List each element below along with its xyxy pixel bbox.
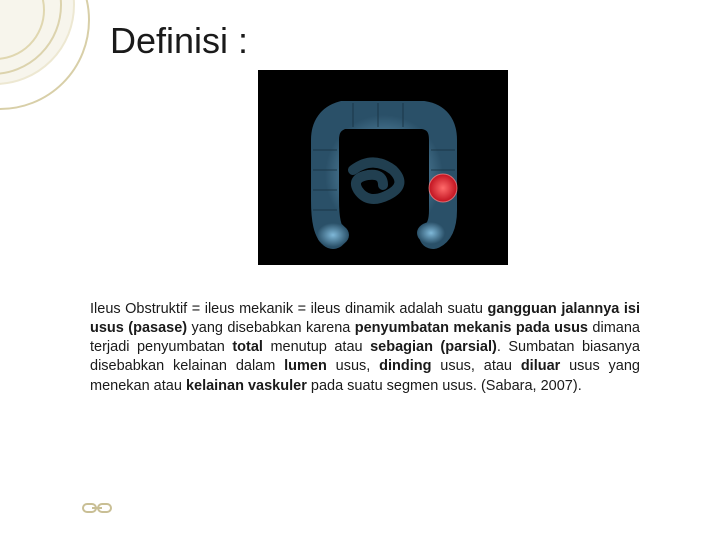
text-run: yang disebabkan karena	[187, 320, 355, 336]
chain-icon	[82, 498, 112, 518]
text-bold: kelainan vaskuler	[186, 378, 307, 394]
definition-paragraph: Ileus Obstruktif = ileus mekanik = ileus…	[90, 300, 640, 396]
text-bold: sebagian (parsial)	[370, 339, 497, 355]
text-run: menutup atau	[263, 339, 370, 355]
text-bold: penyumbatan mekanis pada usus	[355, 320, 588, 336]
text-bold: diluar	[521, 358, 560, 374]
text-bold: dinding	[379, 358, 431, 374]
text-bold: lumen	[284, 358, 327, 374]
text-run: Ileus Obstruktif = ileus mekanik = ileus…	[90, 301, 488, 317]
illustration-intestine	[258, 70, 508, 265]
text-bold: total	[232, 339, 263, 355]
text-run: usus,	[327, 358, 379, 374]
page-title: Definisi :	[110, 20, 248, 62]
text-run: usus, atau	[431, 358, 520, 374]
text-run: pada suatu segmen usus. (Sabara, 2007).	[307, 378, 582, 394]
